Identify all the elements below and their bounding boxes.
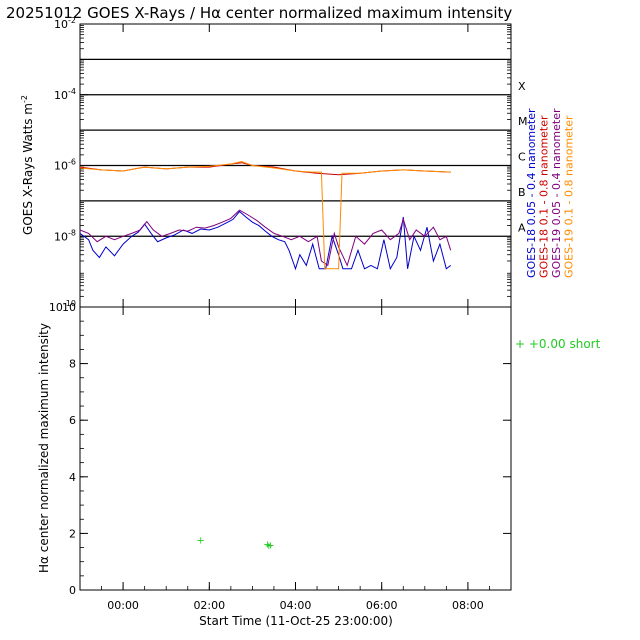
xray-series-line <box>79 210 452 271</box>
halpha-legend-entry: + +0.00 short <box>515 337 601 351</box>
xray-series <box>79 160 452 271</box>
xray-legend: GOES-18 0.05 - 0.4 nanometer GOES-18 0.1 … <box>525 108 576 278</box>
xray-y-ticks: 10-2 10-4 10-6 10-8 10-10 <box>49 16 511 314</box>
flare-class-label: A <box>518 221 526 234</box>
halpha-y-ticks: 0 2 4 6 8 10 <box>62 301 511 597</box>
halpha-point: + <box>266 540 274 551</box>
x-tick-label: 02:00 <box>193 599 225 612</box>
halpha-point: + <box>265 541 273 552</box>
halpha-y-tick-label: 10 <box>62 301 76 314</box>
halpha-y-tick-label: 0 <box>69 584 76 597</box>
xray-legend-entry: GOES-19 0.05 - 0.4 nanometer <box>550 108 563 278</box>
flare-class-label: B <box>518 186 526 199</box>
xray-y-tick-label: 10-2 <box>54 16 76 31</box>
halpha-point: + <box>196 535 204 546</box>
x-axis-label: Start Time (11-Oct-25 23:00:00) <box>199 614 393 628</box>
xray-y-axis-label: GOES X-Rays Watts m-2 <box>20 95 35 235</box>
xray-series-line <box>79 209 452 267</box>
xray-gridlines <box>80 58 511 237</box>
x-tick-label: 08:00 <box>452 599 484 612</box>
x-tick-label: 06:00 <box>366 599 398 612</box>
x-axis-ticks: 00:00 02:00 04:00 06:00 08:00 <box>79 24 512 612</box>
xray-series-line <box>79 160 451 270</box>
halpha-points: + +++ <box>196 535 274 552</box>
halpha-plot-frame <box>79 306 512 591</box>
halpha-y-tick-label: 4 <box>69 471 76 484</box>
xray-y-tick-label: 10-4 <box>54 87 76 102</box>
xray-panel: 10-2 10-4 10-6 10-8 10-10 X M C B A GOES X-Rays … <box>20 16 576 314</box>
xray-y-tick-label: 10-8 <box>54 228 76 243</box>
flare-class-label: M <box>518 115 528 128</box>
xray-y-tick-label: 10-10 <box>49 299 76 314</box>
halpha-y-tick-label: 6 <box>69 414 76 427</box>
chart-title: 20251012 GOES X-Rays / Hα center normali… <box>6 4 512 22</box>
flare-class-label: C <box>518 151 526 164</box>
xray-legend-entry: GOES-19 0.1 - 0.8 nanometer <box>563 115 576 278</box>
xray-y-tick-label: 10-6 <box>54 158 76 173</box>
halpha-y-tick-label: 8 <box>69 358 76 371</box>
x-tick-label: 00:00 <box>107 599 139 612</box>
flare-class-label: X <box>518 80 526 93</box>
xray-legend-entry: GOES-18 0.05 - 0.4 nanometer <box>525 108 538 278</box>
flare-class-labels: X M C B A <box>518 80 528 235</box>
halpha-y-axis-label: Hα center normalized maximum intensity <box>37 323 51 573</box>
halpha-y-tick-label: 2 <box>69 527 76 540</box>
halpha-point: + <box>263 540 271 551</box>
halpha-legend: + +0.00 short <box>515 337 601 351</box>
x-tick-label: 04:00 <box>280 599 312 612</box>
xray-legend-entry: GOES-18 0.1 - 0.8 nanometer <box>538 115 551 278</box>
